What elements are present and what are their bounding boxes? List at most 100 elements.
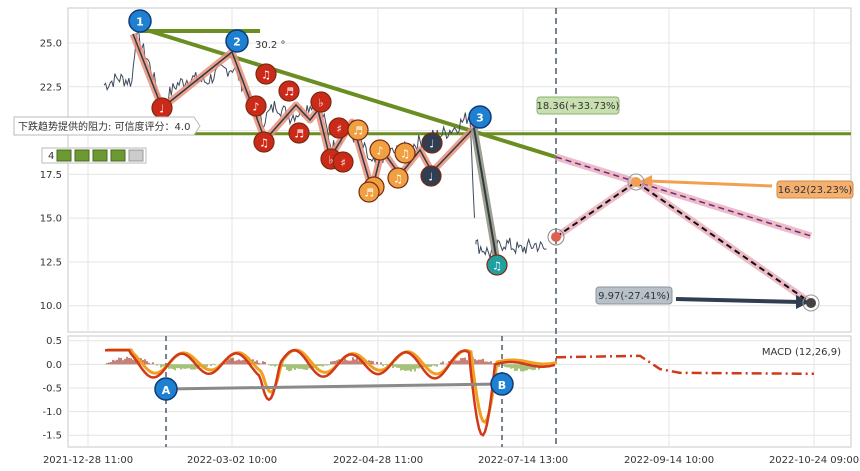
x-tick-label: 2021-12-28 11:00	[43, 455, 133, 466]
macd-y-tick-label: -1.5	[42, 431, 62, 442]
target-mid-label: 16.92(23.23%)	[778, 185, 853, 196]
note-marker	[288, 122, 310, 144]
target-down-label-box	[595, 286, 673, 305]
note-marker-glyph: ♭	[318, 97, 323, 110]
x-tick-label: 2022-04-28 11:00	[333, 455, 423, 466]
divergence-point-label: A	[162, 384, 171, 397]
divergence-point-label: B	[498, 379, 506, 392]
note-marker-glyph: ♫	[261, 69, 271, 82]
price-layer: ♩♫♪♬♭♫♬♯♭♯♬♪♫♪♬♫♩♩♫123	[68, 9, 851, 312]
note-marker-glyph: ♬	[284, 86, 294, 99]
price-y-tick-label: 12.5	[40, 257, 62, 268]
note-marker-glyph: ♫	[400, 148, 410, 161]
target-mid-arrowhead	[640, 175, 652, 187]
price-y-tick-label: 10.0	[40, 301, 62, 312]
note-marker	[421, 132, 443, 154]
note-marker	[486, 254, 508, 276]
wave-point-label: 3	[476, 112, 484, 125]
note-marker-glyph: ♫	[393, 173, 403, 186]
macd-projection-line	[555, 354, 815, 376]
target-mid-dot	[631, 177, 641, 187]
wave-point-2-circle	[225, 29, 249, 53]
note-marker-glyph: ♬	[353, 125, 363, 138]
note-marker	[332, 151, 354, 173]
note-marker-glyph: ♬	[294, 128, 304, 141]
note-marker-glyph: ♫	[259, 137, 269, 150]
score-star-empty-icon	[128, 149, 144, 162]
wave-point-3-circle	[468, 105, 492, 129]
note-marker	[278, 80, 300, 102]
divergence-point-circle	[154, 377, 178, 401]
target-up-label-box	[536, 96, 620, 115]
price-y-tick-label: 17.5	[40, 170, 62, 181]
wave-zigzag-line	[132, 33, 498, 263]
macd-y-tick-label: -0.5	[42, 383, 62, 394]
score-star-icon	[110, 149, 126, 162]
note-marker	[420, 165, 442, 187]
score-star-icon	[74, 149, 90, 162]
macd-layer: A B MACD (12,26,9)	[104, 347, 841, 437]
macd-y-ticks: 0.5 0.0 -0.5 -1.0 -1.5	[42, 336, 62, 441]
divergence-connector	[165, 382, 503, 391]
note-marker-glyph: ♯	[340, 157, 345, 170]
last-price-ring	[547, 228, 565, 246]
note-marker	[255, 63, 277, 85]
note-marker-glyph: ♫	[492, 260, 502, 273]
target-mid-ring	[627, 173, 645, 191]
score-star-icon	[56, 149, 72, 162]
note-marker	[387, 167, 409, 189]
note-marker-glyph: ♪	[376, 145, 383, 158]
resistance-callout-box	[13, 116, 201, 136]
target-mid-arrow	[647, 179, 773, 188]
macd-title: MACD (12,26,9)	[762, 347, 841, 358]
wave-point-label: 2	[233, 36, 241, 49]
x-axis-ticks: 2021-12-28 11:00 2022-03-02 10:00 2022-04-…	[43, 455, 859, 466]
note-marker-glyph: ♩	[428, 171, 433, 184]
target-down-dot	[806, 298, 816, 308]
x-tick-label: 2022-07-14 13:00	[478, 455, 568, 466]
macd-y-tick-label: 0.0	[46, 360, 62, 371]
downtrend-line	[139, 26, 557, 159]
target-down-label: 9.97(-27.41%)	[598, 291, 670, 302]
note-marker	[245, 95, 267, 117]
price-y-tick-label: 15.0	[40, 214, 62, 225]
note-marker-glyph: ♭	[328, 154, 333, 167]
target-mid-label-box	[776, 180, 854, 199]
note-marker	[347, 119, 369, 141]
price-y-tick-label: 22.5	[40, 82, 62, 93]
projection-down-dashed	[635, 181, 812, 304]
wave-point-label: 1	[136, 16, 144, 29]
note-marker	[394, 142, 416, 164]
note-marker-glyph: ♬	[364, 187, 374, 200]
x-tick-label: 2022-10-24 09:00	[769, 455, 859, 466]
annotation-layer: 30.2 ° 下跌趋势提供的阻力: 可信度评分：4.0 4 18.36(+33.73%…	[13, 40, 854, 305]
wave-3-leg-line	[473, 127, 498, 263]
x-tick-label: 2022-03-02 10:00	[187, 455, 277, 466]
projection-rebound-dashed	[555, 181, 637, 238]
note-marker	[253, 131, 275, 153]
resistance-callout-text: 下跌趋势提供的阻力: 可信度评分：4.0	[18, 120, 190, 133]
target-down-arrow	[675, 297, 801, 304]
divergence-point-circle	[490, 372, 514, 396]
note-marker	[369, 139, 391, 161]
target-up-label: 18.36(+33.73%)	[537, 101, 620, 112]
x-tick-label: 2022-09-14 10:00	[624, 455, 714, 466]
note-marker	[310, 91, 332, 113]
last-price-dot	[551, 232, 561, 242]
note-marker-glyph: ♯	[336, 123, 341, 136]
trend-angle-label: 30.2 °	[255, 40, 285, 51]
target-down-ring	[802, 294, 820, 312]
price-y-ticks: 10.0 12.5 15.0 17.5 22.5 25.0	[40, 39, 62, 313]
macd-y-tick-label: 0.5	[46, 336, 62, 347]
note-marker-glyph: ♩	[159, 103, 164, 116]
price-panel	[67, 7, 852, 333]
macd-line	[105, 348, 556, 437]
score-star-icon	[92, 149, 108, 162]
price-y-tick-label: 25.0	[40, 39, 62, 50]
macd-y-tick-label: -1.0	[42, 407, 62, 418]
score-badge-text: 4	[48, 151, 54, 162]
note-marker-glyph: ♪	[252, 101, 259, 114]
note-marker-glyph: ♩	[429, 138, 434, 151]
projection-upper-dashed	[555, 156, 812, 237]
